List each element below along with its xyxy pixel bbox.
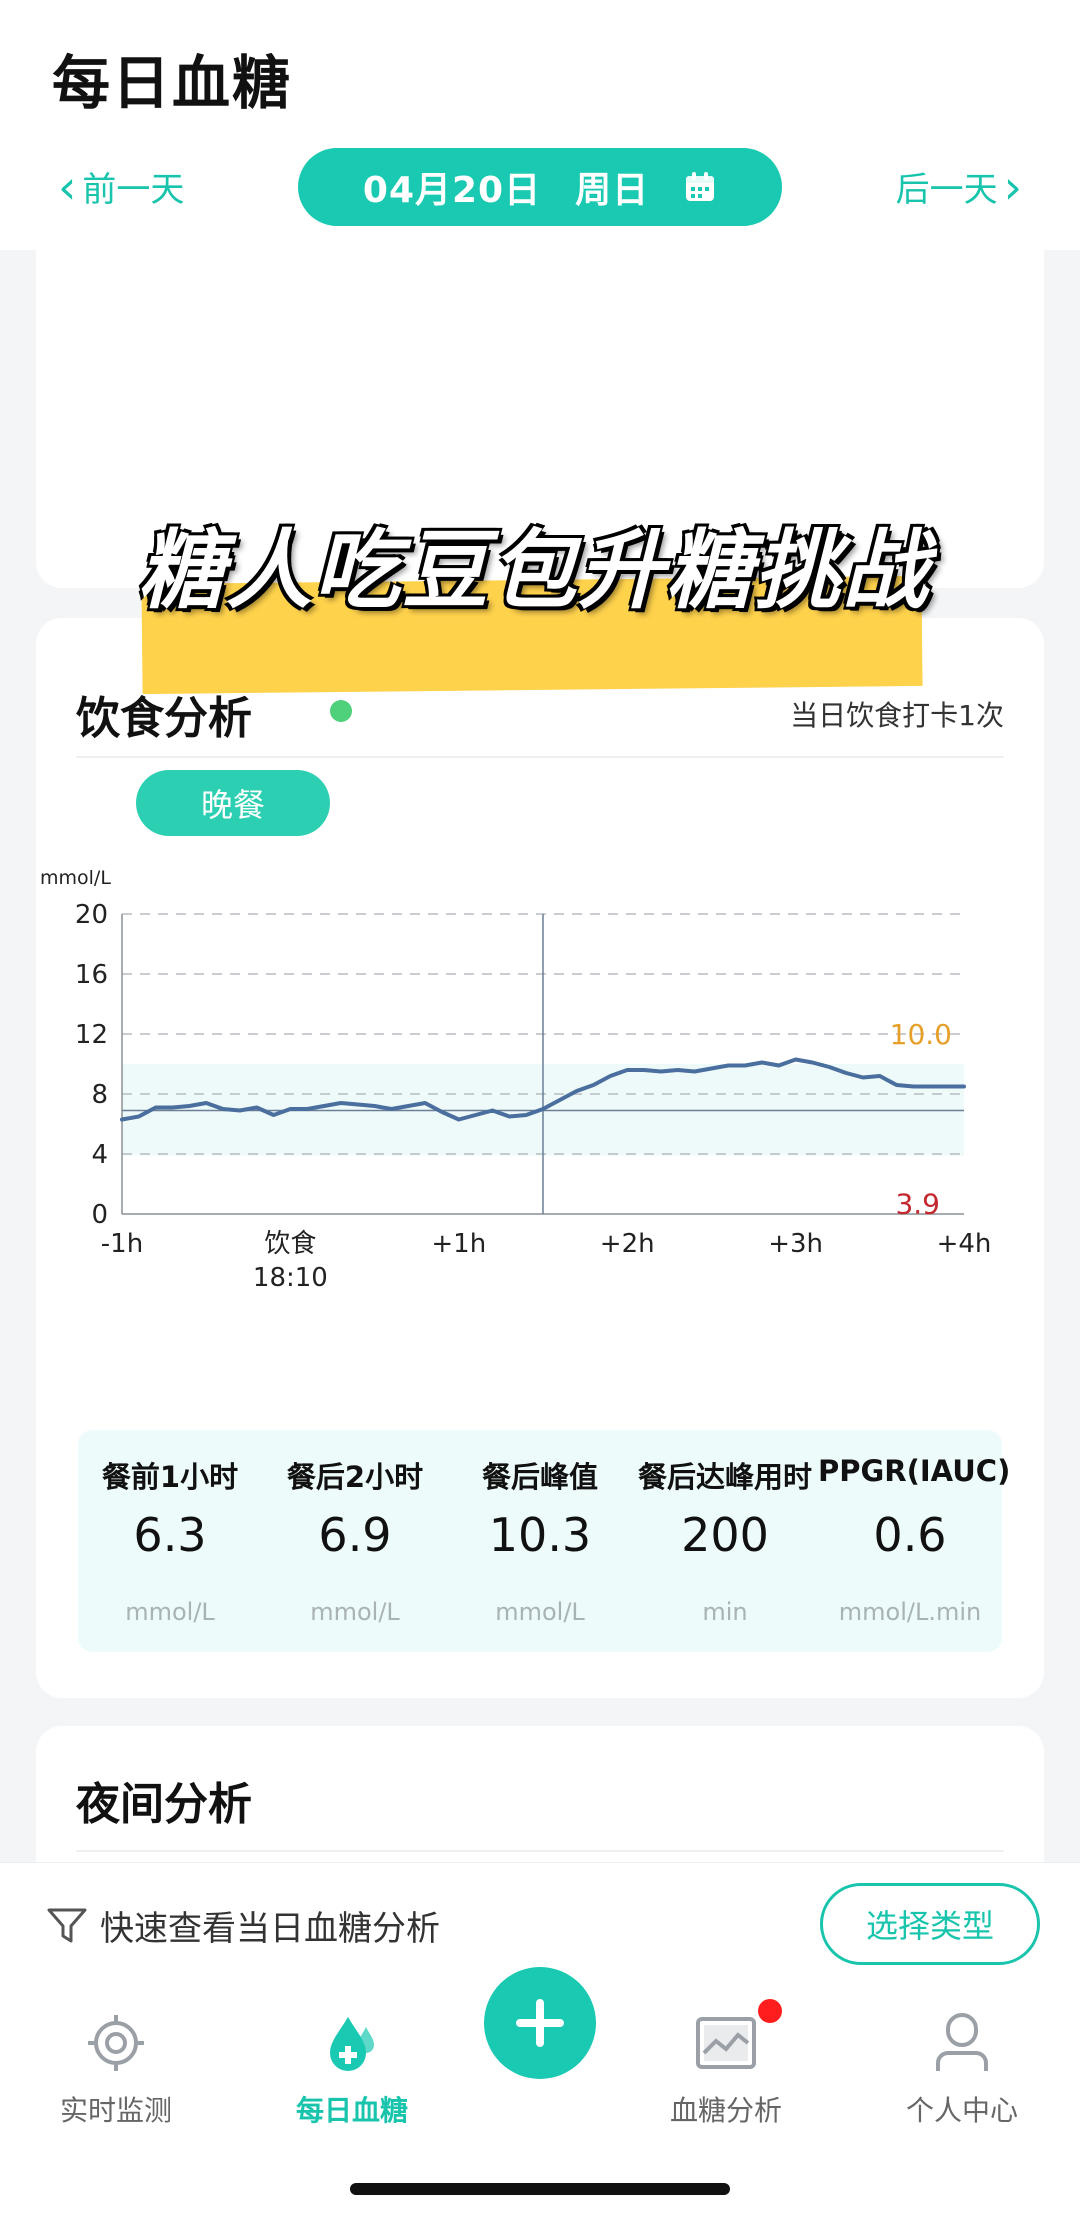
glucose-chart: 0 4 8 12 16 20 mmol/L 10.0 3.9 -1h 饮食 18:10 +1h +2h +3… — [40, 867, 992, 1293]
caption-text: 糖人吃豆包升糖挑战 — [138, 521, 930, 621]
stats-panel: 餐前1小时 6.3 mmol/L 餐后2小时 6.9 mmol/L 餐后峰值 1… — [78, 1430, 1011, 1652]
tab-realtime[interactable]: 实时监测 — [26, 2011, 206, 2129]
stat-value: 10.3 — [488, 1508, 592, 1562]
tab-daily-glucose[interactable]: 每日血糖 — [262, 2011, 442, 2129]
notification-badge — [758, 1999, 782, 2023]
prev-day-button[interactable]: ‹ 前一天 — [52, 162, 184, 211]
select-type-button[interactable]: 选择类型 — [820, 1883, 1040, 1965]
y-axis-unit: mmol/L — [40, 867, 111, 889]
stat-unit: min — [702, 1598, 748, 1626]
chevron-left-icon: ‹ — [58, 159, 77, 214]
bottom-panel: 快速查看当日血糖分析 选择类型 实时监测 每日血糖 — [0, 1862, 1080, 2213]
x-tick-sublabel: 18:10 — [253, 1263, 328, 1293]
stat-label: 餐后达峰用时 — [637, 1460, 812, 1494]
divider — [76, 1850, 1004, 1852]
x-tick-label: 饮食 — [264, 1229, 316, 1259]
quick-view-link[interactable]: 快速查看当日血糖分析 — [44, 1901, 440, 1950]
meal-tab-dinner[interactable]: 晚餐 — [136, 770, 330, 836]
diet-analysis-card: 饮食分析 当日饮食打卡1次 晚餐 0 4 8 12 16 20 mmol/L 10.0 3.9 -… — [36, 618, 1044, 1698]
overview-card — [36, 230, 1044, 588]
y-tick-label: 12 — [75, 1020, 108, 1050]
lower-limit-label: 3.9 — [895, 1188, 940, 1221]
tab-glucose-analysis[interactable]: 血糖分析 — [636, 2011, 816, 2129]
filter-icon — [47, 1908, 87, 1942]
stat-value: 0.6 — [873, 1508, 947, 1562]
y-tick-label: 16 — [75, 960, 108, 990]
prev-day-label: 前一天 — [82, 170, 185, 210]
stat-value: 200 — [681, 1508, 769, 1562]
diet-card-header: 饮食分析 当日饮食打卡1次 — [76, 674, 1004, 758]
image-chart-icon — [696, 2017, 756, 2069]
tab-label: 个人中心 — [905, 2094, 1018, 2127]
stat-value: 6.9 — [318, 1508, 392, 1562]
home-indicator — [350, 2183, 730, 2195]
status-dot — [330, 700, 352, 722]
x-tick-label: +2h — [600, 1229, 655, 1259]
tab-label: 每日血糖 — [295, 2094, 408, 2127]
stat-unit: mmol/L — [495, 1598, 585, 1626]
stat-label: 餐后2小时 — [286, 1460, 424, 1494]
tab-label: 实时监测 — [59, 2094, 172, 2127]
tab-profile[interactable]: 个人中心 — [872, 2011, 1052, 2129]
plus-icon — [516, 1999, 564, 2047]
night-title: 夜间分析 — [76, 1779, 252, 1830]
drop-plus-icon — [330, 2017, 374, 2071]
stat-unit: mmol/L — [125, 1598, 215, 1626]
person-icon — [936, 2013, 988, 2071]
date-picker-button[interactable]: 04月20日 周日 — [298, 148, 782, 226]
next-day-button[interactable]: 后一天 › — [896, 162, 1028, 211]
page-title: 每日血糖 — [52, 49, 293, 117]
y-tick-label: 4 — [91, 1140, 108, 1170]
glucose-series-line — [120, 1057, 966, 1122]
tab-label: 血糖分析 — [669, 2094, 782, 2127]
diet-title: 饮食分析 — [76, 693, 252, 744]
stat-value: 6.3 — [133, 1508, 207, 1562]
stat-label: 餐后峰值 — [481, 1460, 598, 1494]
chevron-right-icon: › — [1003, 159, 1022, 214]
stat-unit: mmol/L — [310, 1598, 400, 1626]
x-tick-label: +1h — [431, 1229, 486, 1259]
y-tick-label: 8 — [91, 1080, 108, 1110]
header: 每日血糖 ‹ 前一天 04月20日 周日 后一天 › — [0, 0, 1080, 250]
x-tick-label: +3h — [768, 1229, 823, 1259]
target-icon — [88, 2015, 144, 2071]
diet-checkin-count: 当日饮食打卡1次 — [790, 699, 1004, 732]
stat-unit: mmol/L.min — [838, 1598, 982, 1626]
stat-label: 餐前1小时 — [101, 1460, 239, 1494]
upper-limit-label: 10.0 — [890, 1018, 952, 1051]
next-day-label: 后一天 — [895, 170, 998, 210]
calendar-icon — [686, 172, 715, 201]
y-tick-label: 20 — [75, 900, 108, 930]
y-tick-label: 0 — [91, 1200, 108, 1230]
x-tick-label: +4h — [937, 1229, 992, 1259]
add-record-button[interactable] — [484, 1967, 596, 2079]
date-label: 04月20日 — [362, 170, 542, 211]
weekday-label: 周日 — [575, 170, 650, 211]
x-tick-label: -1h — [101, 1229, 143, 1259]
quick-view-label: 快速查看当日血糖分析 — [100, 1909, 440, 1949]
stat-label: PPGR(IAUC) — [818, 1454, 1011, 1488]
